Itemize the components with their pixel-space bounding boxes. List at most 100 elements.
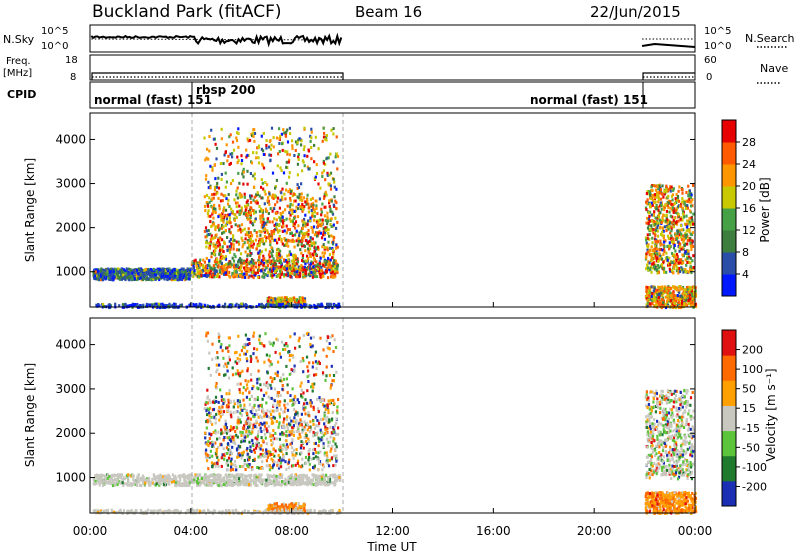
power-echo-cell	[198, 265, 201, 269]
velocity-echo-cell	[302, 481, 305, 485]
power-echo-cell	[246, 153, 249, 157]
power-echo-cell	[323, 237, 326, 241]
power-echo-cell	[264, 239, 268, 243]
power-echo-cell	[286, 260, 289, 264]
power-echo-cell	[251, 266, 254, 270]
power-echo-cell	[242, 212, 245, 216]
power-echo-cell	[678, 249, 681, 253]
power-echo-cell	[101, 268, 104, 272]
power-echo-cell	[273, 223, 276, 227]
power-echo-cell	[683, 215, 686, 219]
power-echo-cell	[277, 274, 280, 278]
power-echo-cell	[224, 223, 227, 227]
power-echo-cell	[179, 270, 182, 274]
power-echo-cell	[209, 269, 213, 273]
power-echo-cell	[684, 296, 687, 300]
power-echo-cell	[297, 267, 300, 271]
power-echo-cell	[227, 154, 230, 158]
power-echo-cell	[218, 275, 221, 279]
power-echo-cell	[289, 239, 292, 243]
power-echo-cell	[240, 272, 243, 276]
power-echo-cell	[248, 262, 251, 266]
power-echo-cell	[215, 185, 219, 189]
power-echo-cell	[205, 256, 208, 260]
power-echo-cell	[688, 260, 691, 264]
power-echo-cell	[331, 248, 335, 252]
power-echo-cell	[210, 237, 213, 241]
power-echo-cell	[302, 220, 305, 224]
power-echo-cell	[216, 225, 220, 229]
power-echo-cell	[277, 259, 280, 263]
power-echo-cell	[237, 171, 240, 175]
power-echo-cell	[236, 186, 239, 190]
power-echo-cell	[646, 233, 649, 237]
power-echo-cell	[326, 266, 329, 270]
power-echo-cell	[278, 127, 281, 131]
power-echo-cell	[132, 277, 135, 281]
freq-tick-bottom: 8	[70, 72, 76, 83]
power-echo-cell	[327, 258, 330, 262]
power-echo-cell	[678, 199, 681, 203]
power-echo-cell	[117, 267, 120, 271]
power-echo-cell	[317, 247, 320, 251]
power-echo-cell	[188, 274, 191, 278]
power-echo-cell	[334, 155, 337, 159]
power-echo-cell	[685, 229, 688, 233]
power-echo-cell	[654, 233, 657, 237]
power-echo-cell	[332, 132, 335, 136]
power-echo-cell	[648, 190, 651, 194]
power-echo-cell	[198, 274, 201, 278]
freq-label: Freq.	[6, 56, 31, 67]
power-echo-cell	[285, 160, 288, 164]
power-echo-cell	[316, 234, 319, 238]
power-echo-cell	[171, 268, 174, 272]
power-echo-cell	[681, 267, 684, 271]
power-echo-cell	[203, 274, 206, 278]
power-echo-cell	[200, 274, 203, 278]
power-echo-cell	[213, 252, 216, 256]
power-echo-cell	[297, 157, 300, 161]
power-echo-cell	[327, 276, 330, 280]
power-echo-cell	[281, 297, 284, 301]
power-ytick-label: 3000	[55, 177, 86, 191]
power-echo-cell	[236, 196, 239, 200]
power-echo-cell	[654, 216, 657, 220]
power-echo-cell	[210, 197, 214, 201]
power-echo-cell	[287, 265, 290, 269]
power-echo-cell	[297, 207, 300, 211]
power-echo-cell	[291, 144, 294, 148]
power-echo-cell	[304, 272, 307, 276]
power-echo-cell	[278, 269, 282, 273]
power-echo-cell	[302, 275, 305, 279]
power-echo-cell	[177, 275, 180, 279]
power-echo-cell	[232, 234, 235, 238]
power-echo-cell	[309, 198, 312, 202]
power-echo-cell	[233, 238, 236, 242]
power-echo-cell	[252, 198, 255, 202]
power-echo-cell	[164, 272, 167, 276]
power-echo-cell	[220, 224, 224, 227]
power-echo-cell	[213, 260, 216, 264]
power-echo-cell	[311, 253, 315, 257]
power-echo-cell	[105, 272, 108, 276]
power-echo-cell	[271, 303, 274, 307]
power-echo-cell	[142, 275, 146, 279]
power-echo-cell	[279, 267, 282, 271]
power-echo-cell	[322, 169, 326, 173]
power-echo-cell	[301, 231, 304, 235]
power-echo-cell	[93, 269, 96, 273]
power-echo-cell	[216, 181, 219, 185]
power-echo-cell	[668, 241, 671, 245]
power-echo-cell	[166, 274, 169, 278]
power-echo-cell	[686, 257, 689, 261]
power-echo-cell	[242, 175, 245, 179]
power-echo-cell	[162, 269, 165, 273]
power-echo-cell	[285, 231, 288, 235]
power-echo-cell	[324, 137, 327, 141]
power-echo-cell	[257, 251, 260, 255]
power-colorbar-tick-label: 12	[742, 224, 756, 237]
power-echo-cell	[657, 234, 660, 238]
power-echo-cell	[322, 243, 325, 247]
power-echo-cell	[257, 263, 261, 267]
power-echo-cell	[299, 266, 302, 270]
